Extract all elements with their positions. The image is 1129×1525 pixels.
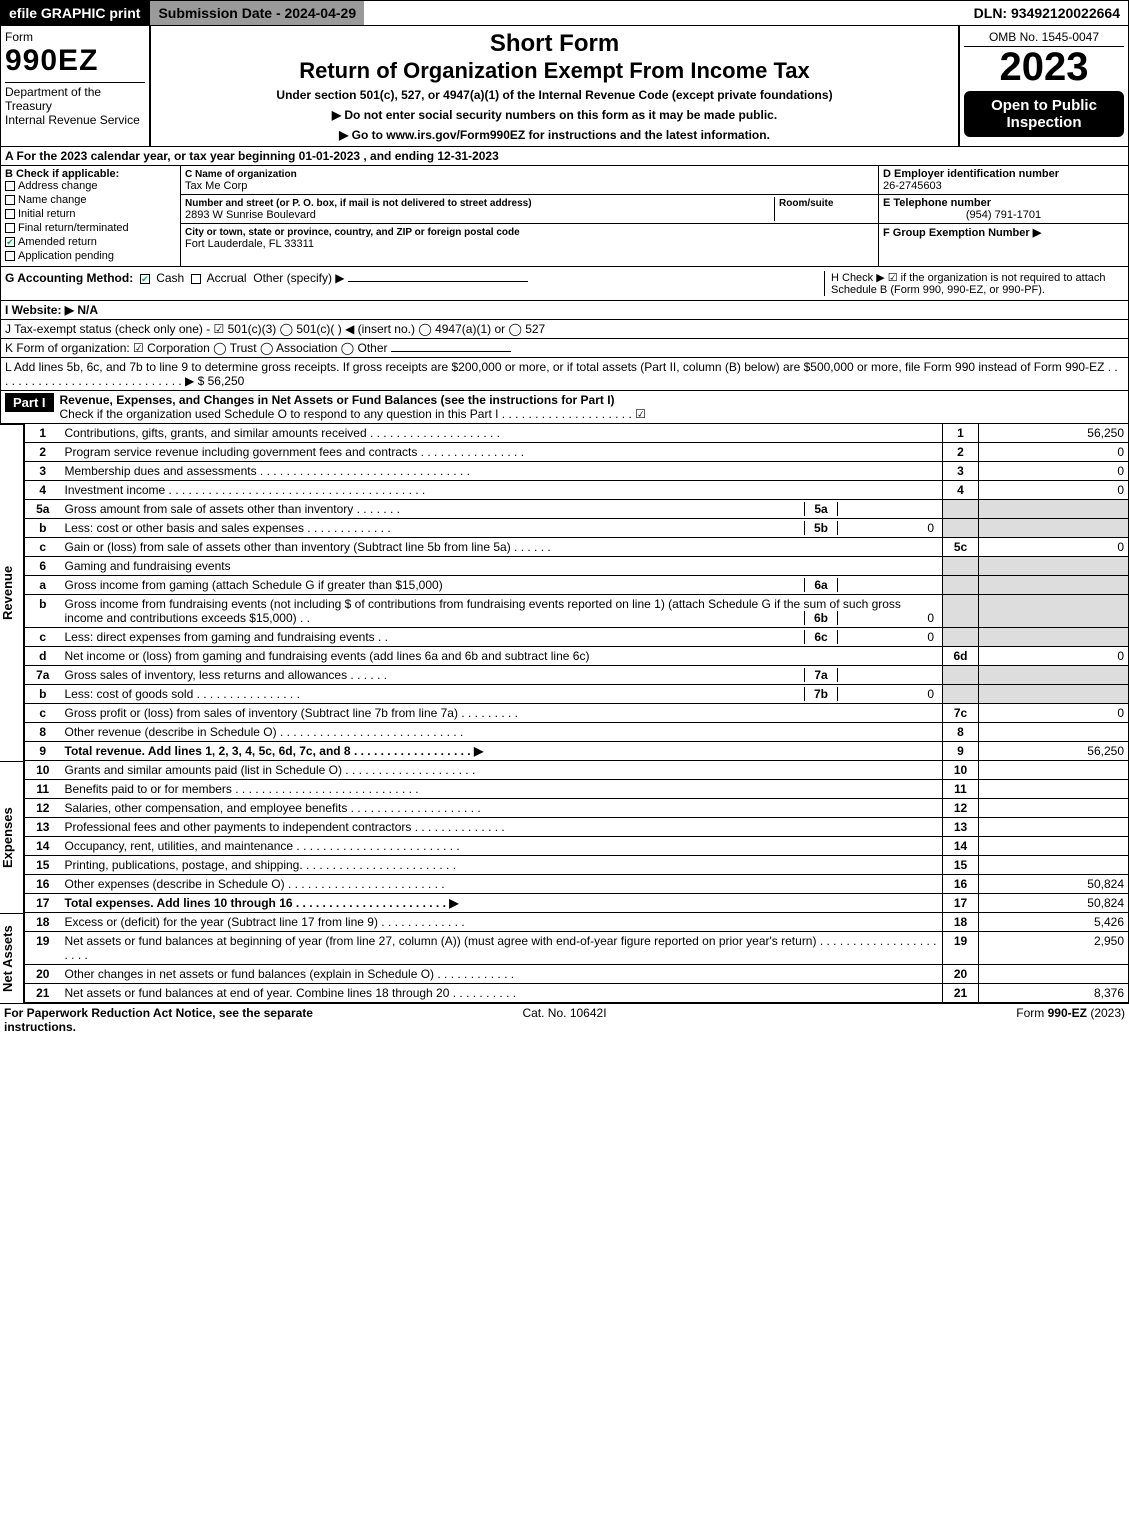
chk-address[interactable]: Address change xyxy=(5,180,176,192)
submission-date: Submission Date - 2024-04-29 xyxy=(148,1,364,25)
ein-label: D Employer identification number xyxy=(883,168,1059,180)
line-5c: cGain or (loss) from sale of assets othe… xyxy=(25,538,1129,557)
part1-header: Part I Revenue, Expenses, and Changes in… xyxy=(0,391,1129,424)
netassets-sidebar: Net Assets xyxy=(0,913,24,1003)
row-g-accounting: G Accounting Method: Cash Accrual Other … xyxy=(0,267,1129,301)
line-14: 14Occupancy, rent, utilities, and mainte… xyxy=(25,837,1129,856)
row-h-scheduleb: H Check ▶ ☑ if the organization is not r… xyxy=(824,271,1124,296)
footer-left: For Paperwork Reduction Act Notice, see … xyxy=(4,1006,378,1034)
line-20: 20Other changes in net assets or fund ba… xyxy=(25,965,1129,984)
line-5a: 5aGross amount from sale of assets other… xyxy=(25,500,1129,519)
line-19: 19Net assets or fund balances at beginni… xyxy=(25,932,1129,965)
chk-namechange[interactable]: Name change xyxy=(5,194,176,206)
line-1: 1Contributions, gifts, grants, and simil… xyxy=(25,424,1129,443)
form-word: Form xyxy=(5,30,145,44)
netassets-section: Net Assets 18Excess or (deficit) for the… xyxy=(0,913,1129,1003)
part1-label: Part I xyxy=(5,393,54,412)
dept-label: Department of the Treasury Internal Reve… xyxy=(5,82,145,127)
open-public-badge: Open to Public Inspection xyxy=(964,91,1124,137)
line-7c: cGross profit or (loss) from sales of in… xyxy=(25,704,1129,723)
line-6b: bGross income from fundraising events (n… xyxy=(25,595,1129,628)
chk-initial[interactable]: Initial return xyxy=(5,208,176,220)
line-17: 17Total expenses. Add lines 10 through 1… xyxy=(25,894,1129,913)
note-link: ▶ Go to www.irs.gov/Form990EZ for instru… xyxy=(155,128,954,142)
revenue-sidebar: Revenue xyxy=(0,424,24,761)
org-name-label: C Name of organization xyxy=(185,169,297,180)
line-21: 21Net assets or fund balances at end of … xyxy=(25,984,1129,1003)
line-6c: cLess: direct expenses from gaming and f… xyxy=(25,628,1129,647)
line-6d: dNet income or (loss) from gaming and fu… xyxy=(25,647,1129,666)
part1-check: Check if the organization used Schedule … xyxy=(60,407,646,421)
expenses-table: 10Grants and similar amounts paid (list … xyxy=(24,761,1129,913)
revenue-section: Revenue 1Contributions, gifts, grants, a… xyxy=(0,424,1129,761)
line-15: 15Printing, publications, postage, and s… xyxy=(25,856,1129,875)
note-ssn: ▶ Do not enter social security numbers o… xyxy=(155,108,954,122)
expenses-section: Expenses 10Grants and similar amounts pa… xyxy=(0,761,1129,913)
chk-final[interactable]: Final return/terminated xyxy=(5,222,176,234)
line-7a: 7aGross sales of inventory, less returns… xyxy=(25,666,1129,685)
form-header: Form 990EZ Department of the Treasury In… xyxy=(0,26,1129,147)
acct-label: G Accounting Method: xyxy=(5,271,133,285)
form-subtitle: Under section 501(c), 527, or 4947(a)(1)… xyxy=(155,88,954,102)
line-7b: bLess: cost of goods sold . . . . . . . … xyxy=(25,685,1129,704)
row-a-taxyear: A For the 2023 calendar year, or tax yea… xyxy=(0,147,1129,166)
line-4: 4Investment income . . . . . . . . . . .… xyxy=(25,481,1129,500)
col-d-ein: D Employer identification number26-27456… xyxy=(878,166,1128,266)
form-number: 990EZ xyxy=(5,44,145,78)
phone: (954) 791-1701 xyxy=(883,209,1124,221)
footer-center: Cat. No. 10642I xyxy=(378,1006,752,1034)
efile-label[interactable]: efile GRAPHIC print xyxy=(1,1,148,25)
group-exemption-label: F Group Exemption Number ▶ xyxy=(883,227,1041,239)
line-5b: bLess: cost or other basis and sales exp… xyxy=(25,519,1129,538)
dln-label: DLN: 93492120022664 xyxy=(966,1,1128,25)
street: 2893 W Sunrise Boulevard xyxy=(185,209,316,221)
row-l-grossreceipts: L Add lines 5b, 6c, and 7b to line 9 to … xyxy=(0,358,1129,391)
line-3: 3Membership dues and assessments . . . .… xyxy=(25,462,1129,481)
page-footer: For Paperwork Reduction Act Notice, see … xyxy=(0,1003,1129,1036)
line-9: 9Total revenue. Add lines 1, 2, 3, 4, 5c… xyxy=(25,742,1129,761)
org-name: Tax Me Corp xyxy=(185,180,247,192)
tax-year: 2023 xyxy=(964,47,1124,87)
block-bcdef: B Check if applicable: Address change Na… xyxy=(0,166,1129,267)
netassets-table: 18Excess or (deficit) for the year (Subt… xyxy=(24,913,1129,1003)
row-j-taxstatus: J Tax-exempt status (check only one) - ☑… xyxy=(0,320,1129,339)
acct-other: Other (specify) ▶ xyxy=(253,271,344,285)
chk-amended[interactable]: Amended return xyxy=(5,236,176,248)
col-b-head: B Check if applicable: xyxy=(5,168,119,180)
col-c-org: C Name of organizationTax Me Corp Number… xyxy=(181,166,878,266)
chk-pending[interactable]: Application pending xyxy=(5,250,176,262)
street-label: Number and street (or P. O. box, if mail… xyxy=(185,198,532,209)
top-bar: efile GRAPHIC print Submission Date - 20… xyxy=(0,0,1129,26)
short-form-title: Short Form xyxy=(155,30,954,58)
line-12: 12Salaries, other compensation, and empl… xyxy=(25,799,1129,818)
expenses-sidebar: Expenses xyxy=(0,761,24,913)
line-8: 8Other revenue (describe in Schedule O) … xyxy=(25,723,1129,742)
revenue-table: 1Contributions, gifts, grants, and simil… xyxy=(24,424,1129,761)
line-6: 6Gaming and fundraising events xyxy=(25,557,1129,576)
footer-right: Form 990-EZ (2023) xyxy=(751,1006,1125,1034)
row-i-website: I Website: ▶ N/A xyxy=(0,301,1129,320)
line-11: 11Benefits paid to or for members . . . … xyxy=(25,780,1129,799)
ein: 26-2745603 xyxy=(883,180,942,192)
line-16: 16Other expenses (describe in Schedule O… xyxy=(25,875,1129,894)
room-label: Room/suite xyxy=(779,198,833,209)
line-6a: aGross income from gaming (attach Schedu… xyxy=(25,576,1129,595)
city-label: City or town, state or province, country… xyxy=(185,227,520,238)
part1-title: Revenue, Expenses, and Changes in Net As… xyxy=(60,393,615,407)
line-18: 18Excess or (deficit) for the year (Subt… xyxy=(25,913,1129,932)
row-k-orgform: K Form of organization: ☑ Corporation ◯ … xyxy=(0,339,1129,358)
chk-cash[interactable] xyxy=(140,274,150,284)
col-b-checkboxes: B Check if applicable: Address change Na… xyxy=(1,166,181,266)
form-title: Return of Organization Exempt From Incom… xyxy=(155,58,954,84)
line-13: 13Professional fees and other payments t… xyxy=(25,818,1129,837)
line-10: 10Grants and similar amounts paid (list … xyxy=(25,761,1129,780)
chk-accrual[interactable] xyxy=(191,274,201,284)
line-2: 2Program service revenue including gover… xyxy=(25,443,1129,462)
phone-label: E Telephone number xyxy=(883,197,991,209)
city: Fort Lauderdale, FL 33311 xyxy=(185,238,314,250)
